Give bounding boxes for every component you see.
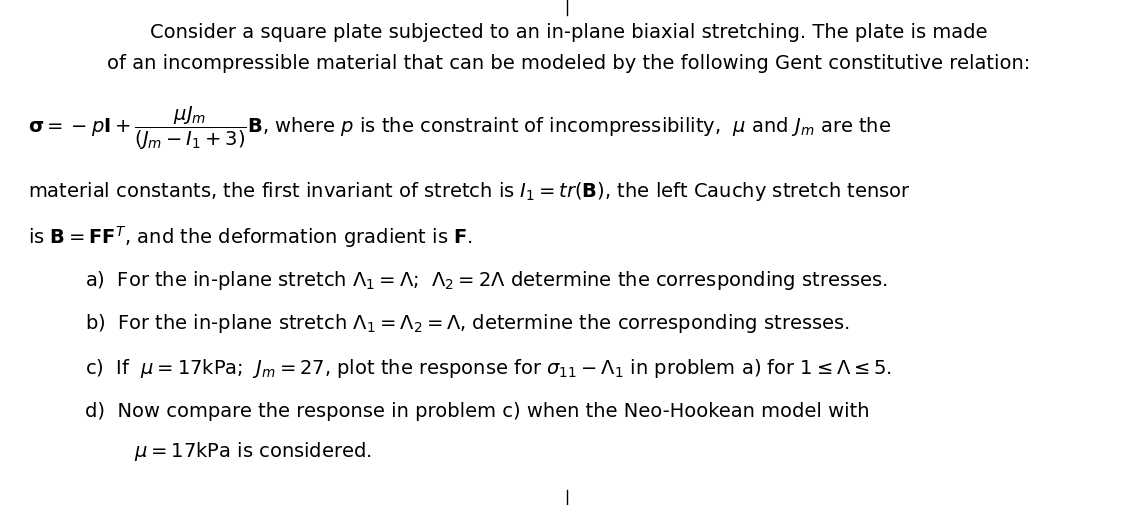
Text: is $\mathbf{B} = \mathbf{FF}^T$, and the deformation gradient is $\mathbf{F}$.: is $\mathbf{B} = \mathbf{FF}^T$, and the… — [28, 224, 473, 250]
Text: c)  If  $\mu = 17\mathrm{kPa}$;  $J_m = 27$, plot the response for $\sigma_{11} : c) If $\mu = 17\mathrm{kPa}$; $J_m = 27$… — [85, 357, 893, 380]
Text: d)  Now compare the response in problem c) when the Neo-Hookean model with: d) Now compare the response in problem c… — [85, 402, 870, 421]
Text: a)  For the in-plane stretch $\Lambda_1 = \Lambda$;  $\Lambda_2 = 2\Lambda$ dete: a) For the in-plane stretch $\Lambda_1 =… — [85, 269, 888, 292]
Text: $\mu = 17\mathrm{kPa}$ is considered.: $\mu = 17\mathrm{kPa}$ is considered. — [134, 440, 372, 464]
Text: of an incompressible material that can be modeled by the following Gent constitu: of an incompressible material that can b… — [107, 54, 1030, 73]
Text: b)  For the in-plane stretch $\Lambda_1 = \Lambda_2 = \Lambda$, determine the co: b) For the in-plane stretch $\Lambda_1 =… — [85, 312, 850, 335]
Text: material constants, the first invariant of stretch is $I_1 = tr(\mathbf{B})$, th: material constants, the first invariant … — [28, 180, 911, 204]
Text: $\mathbf{\sigma} = -p\mathbf{I} + \dfrac{\mu J_m}{\left(J_m - I_1 + 3\right)}\ma: $\mathbf{\sigma} = -p\mathbf{I} + \dfrac… — [28, 105, 891, 153]
Text: Consider a square plate subjected to an in-plane biaxial stretching. The plate i: Consider a square plate subjected to an … — [150, 23, 987, 42]
